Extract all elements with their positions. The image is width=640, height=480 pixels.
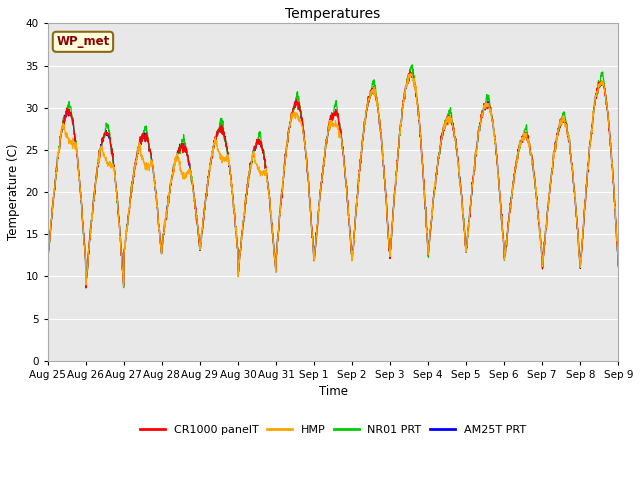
CR1000 panelT <box>406 69 414 74</box>
AM25T PRT <box>362 110 370 116</box>
HMP <box>44 254 52 260</box>
CR1000 panelT <box>350 237 358 243</box>
NR01 PRT <box>408 62 416 68</box>
HMP <box>564 131 572 137</box>
NR01 PRT <box>204 188 211 193</box>
NR01 PRT <box>120 285 127 290</box>
NR01 PRT <box>614 264 622 270</box>
NR01 PRT <box>350 237 358 242</box>
AM25T PRT <box>614 263 622 269</box>
NR01 PRT <box>499 235 507 241</box>
CR1000 panelT <box>499 236 507 241</box>
CR1000 panelT <box>204 188 211 194</box>
X-axis label: Time: Time <box>319 385 348 398</box>
CR1000 panelT <box>614 262 622 267</box>
AM25T PRT <box>204 188 211 194</box>
NR01 PRT <box>580 211 588 217</box>
Line: CR1000 panelT: CR1000 panelT <box>48 72 618 288</box>
CR1000 panelT <box>82 285 90 291</box>
Title: Temperatures: Temperatures <box>285 7 381 21</box>
AM25T PRT <box>44 254 52 260</box>
HMP <box>407 71 415 76</box>
HMP <box>204 190 211 196</box>
HMP <box>499 237 507 242</box>
CR1000 panelT <box>580 211 588 216</box>
HMP <box>614 263 622 269</box>
Line: HMP: HMP <box>48 73 618 287</box>
HMP <box>362 109 370 115</box>
CR1000 panelT <box>44 252 52 258</box>
HMP <box>350 237 358 242</box>
CR1000 panelT <box>564 134 572 140</box>
HMP <box>120 284 127 289</box>
Line: NR01 PRT: NR01 PRT <box>48 65 618 288</box>
AM25T PRT <box>580 210 588 216</box>
Y-axis label: Temperature (C): Temperature (C) <box>7 144 20 240</box>
AM25T PRT <box>499 237 507 243</box>
Line: AM25T PRT: AM25T PRT <box>48 72 618 287</box>
Text: WP_met: WP_met <box>56 36 109 48</box>
AM25T PRT <box>407 70 415 75</box>
AM25T PRT <box>82 284 90 290</box>
NR01 PRT <box>564 131 572 136</box>
Legend: CR1000 panelT, HMP, NR01 PRT, AM25T PRT: CR1000 panelT, HMP, NR01 PRT, AM25T PRT <box>136 420 531 439</box>
NR01 PRT <box>44 253 52 259</box>
HMP <box>580 210 588 216</box>
NR01 PRT <box>362 108 370 114</box>
AM25T PRT <box>350 238 358 243</box>
CR1000 panelT <box>362 108 370 114</box>
AM25T PRT <box>564 131 572 137</box>
